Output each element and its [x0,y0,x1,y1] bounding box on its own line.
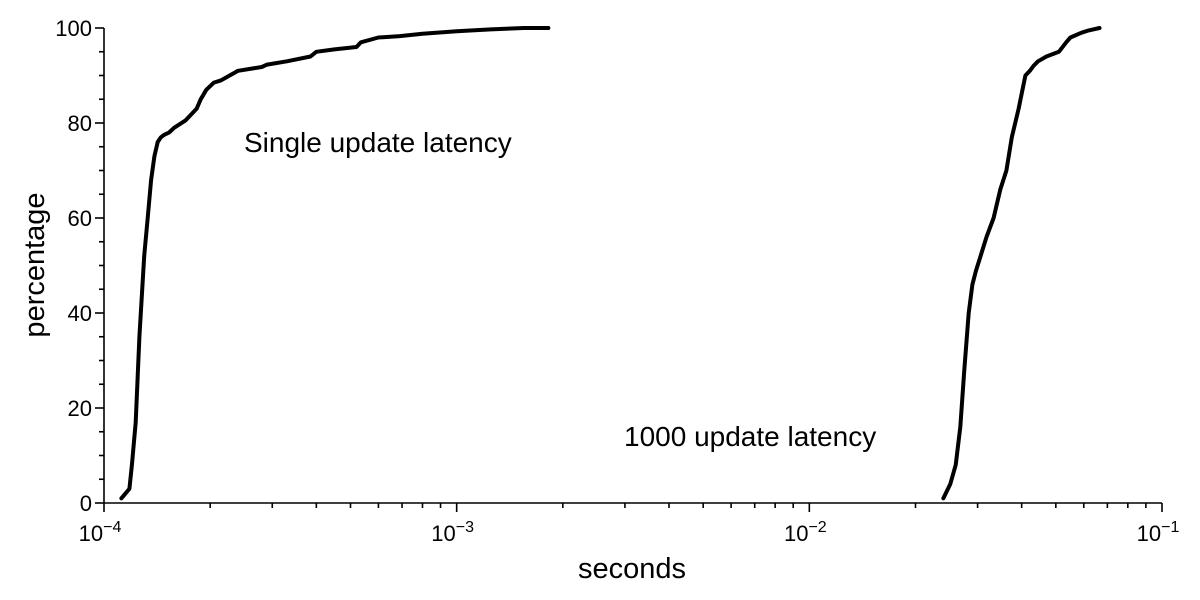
y-tick-label: 80 [68,111,92,136]
x-tick-label: 10−3 [431,519,474,546]
x-axis-title: seconds [578,553,686,585]
series-annotation-2: 1000 update latency [624,421,876,452]
series-annotation-1: Single update latency [244,127,512,158]
y-tick-label: 40 [68,301,92,326]
y-tick-label: 20 [68,396,92,421]
x-tick-label: 10−2 [784,519,827,546]
series-line-2 [941,26,1102,501]
y-tick-label: 100 [55,16,92,41]
curves: Single update latency 1000 update latency [119,26,1102,501]
y-axis-title: percentage [19,192,51,337]
y-tick-label: 0 [80,491,92,516]
series-line-1 [119,26,551,501]
x-tick-label: 10−1 [1137,519,1180,546]
x-tick-label: 10−4 [79,519,122,546]
y-tick-label: 60 [68,206,92,231]
axes: 0 20 40 60 80 100 10−4 10−3 10−2 10−1 [55,16,1179,546]
